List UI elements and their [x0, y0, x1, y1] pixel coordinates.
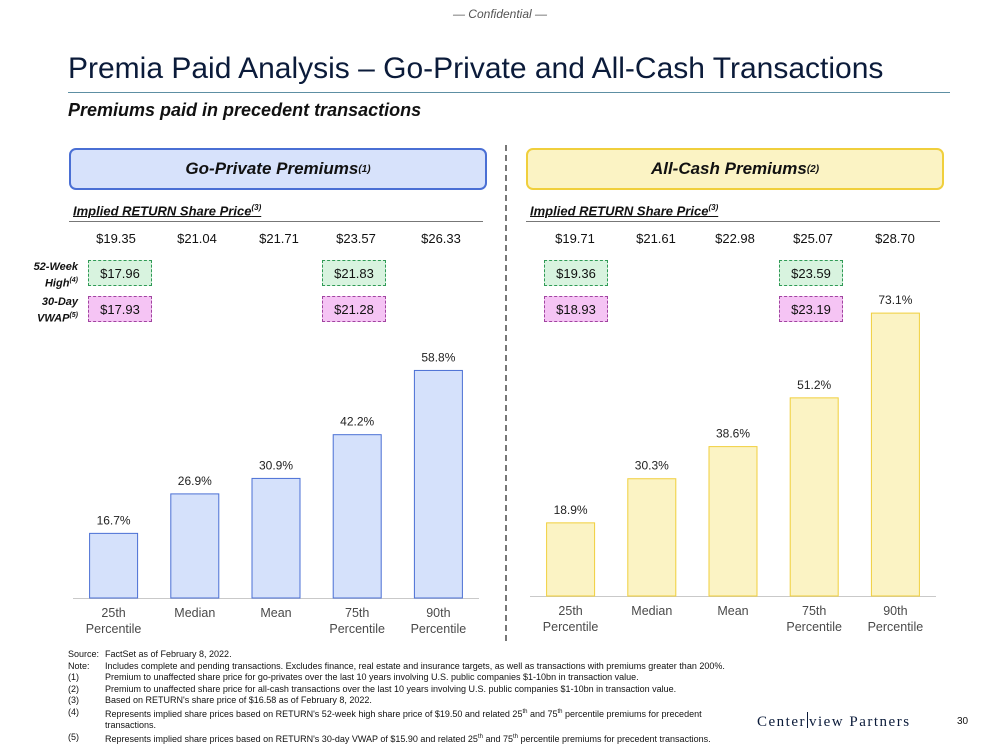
bar: [413, 369, 463, 599]
left-implied-price: $19.35: [96, 231, 136, 246]
footnotes: Source: FactSet as of February 8, 2022. N…: [68, 649, 768, 745]
left-implied-price: $21.71: [259, 231, 299, 246]
category-label: 25th: [101, 606, 125, 620]
logo-bar: [806, 712, 808, 728]
left-vwap-box: $17.93: [88, 296, 152, 322]
footnote-source: Source: FactSet as of February 8, 2022.: [68, 649, 232, 659]
left-implied-label-text: Implied RETURN Share Price: [73, 203, 252, 219]
page-subtitle: Premiums paid in precedent transactions: [68, 100, 422, 120]
footnote-1: (1) Premium to unaffected share price for…: [68, 672, 639, 682]
category-label: 90th: [426, 606, 450, 620]
category-label: Percentile: [786, 620, 842, 634]
bar-value-label: 18.9%: [554, 503, 588, 517]
category-label: Percentile: [411, 622, 467, 636]
category-label: Percentile: [329, 622, 385, 636]
category-label: 25th: [558, 604, 582, 618]
bar-value-label: 51.2%: [797, 378, 831, 392]
bar: [170, 493, 220, 599]
vwap-label-line2: VWAP: [37, 312, 70, 325]
bar-value-label: 42.2%: [340, 415, 374, 429]
title-rule: [68, 92, 950, 93]
bar: [546, 522, 596, 597]
all-cash-header-text: All-Cash Premiums: [650, 159, 807, 178]
vwap-row-label: 30-Day VWAP(5): [14, 296, 78, 326]
left-implied-label-note: (3): [251, 203, 262, 212]
page-number: 30: [957, 716, 969, 727]
right-week52-box: $23.59: [779, 260, 843, 286]
left-implied-label: Implied RETURN Share Price(3): [73, 203, 261, 218]
panel-divider: [505, 145, 507, 641]
category-label: Percentile: [868, 620, 924, 634]
bar-value-label: 73.1%: [878, 293, 912, 307]
category-label: Percentile: [86, 622, 142, 636]
right-vwap-box: $23.19: [779, 296, 843, 322]
bar: [251, 477, 301, 599]
bar-value-label: 30.9%: [259, 458, 293, 472]
left-week52-box: $21.83: [322, 260, 386, 286]
left-implied-price: $26.33: [421, 231, 461, 246]
right-week52-box: $19.36: [544, 260, 608, 286]
footnote-3: (3) Based on RETURN's share price of $16.…: [68, 695, 372, 705]
logo-right-text: view Partners: [808, 714, 911, 730]
go-private-header-note: (1): [358, 163, 371, 175]
right-implied-label-note: (3): [708, 203, 719, 212]
right-implied-rule: [526, 221, 940, 222]
bar: [627, 478, 677, 597]
right-vwap-box: $18.93: [544, 296, 608, 322]
right-implied-price: $22.98: [715, 231, 755, 246]
right-implied-price: $19.71: [555, 231, 595, 246]
category-label: 75th: [345, 606, 369, 620]
right-implied-label: Implied RETURN Share Price(3): [530, 203, 718, 218]
footnote-4: (4) Represents implied share prices based…: [68, 706, 702, 731]
left-vwap-box: $21.28: [322, 296, 386, 322]
left-week52-box: $17.96: [88, 260, 152, 286]
go-private-bar-chart: 16.7% 25th Percentile 26.9% Median 30.9% Mean 4…: [73, 350, 479, 636]
centerview-logo: Center view Partners: [757, 712, 911, 731]
bar: [870, 312, 920, 597]
category-label: Mean: [260, 606, 291, 620]
category-label: Median: [631, 604, 672, 618]
left-implied-price: $21.04: [177, 231, 217, 246]
page-title: Premia Paid Analysis – Go-Private and Al…: [68, 52, 884, 85]
bar-value-label: 26.9%: [178, 474, 212, 488]
week52-row-label: 52-Week High(4): [14, 261, 78, 291]
bar-value-label: 30.3%: [635, 459, 669, 473]
all-cash-header: All-Cash Premiums (2): [526, 148, 944, 190]
right-implied-price: $28.70: [875, 231, 915, 246]
week52-label-line1: 52-Week: [33, 261, 78, 273]
week52-label-note: (4): [69, 277, 78, 284]
footnote-5: (5) Represents implied share prices based…: [68, 731, 711, 744]
all-cash-bar-chart: 18.9% 25th Percentile 30.3% Median 38.6% Mean 5…: [530, 293, 936, 634]
go-private-header: Go-Private Premiums (1): [69, 148, 487, 190]
bar-value-label: 38.6%: [716, 427, 750, 441]
week52-label-line2: High: [44, 277, 70, 290]
bar-value-label: 16.7%: [97, 513, 131, 527]
category-label: 75th: [802, 604, 826, 618]
right-implied-price: $25.07: [793, 231, 833, 246]
footnote-note: Note: Includes complete and pending trans…: [68, 660, 725, 671]
bar: [708, 446, 758, 597]
bar: [789, 397, 839, 597]
go-private-header-text: Go-Private Premiums: [185, 159, 359, 178]
right-implied-label-text: Implied RETURN Share Price: [530, 203, 709, 219]
category-label: Mean: [717, 604, 748, 618]
confidential-label: — Confidential —: [452, 7, 548, 21]
bar: [332, 434, 382, 599]
left-implied-rule: [69, 221, 483, 222]
bar-value-label: 58.8%: [421, 350, 455, 364]
vwap-label-line1: 30-Day: [41, 296, 78, 308]
left-implied-price: $23.57: [336, 231, 376, 246]
vwap-label-note: (5): [69, 312, 78, 319]
bar: [89, 532, 139, 599]
category-label: Median: [174, 606, 215, 620]
category-label: Percentile: [543, 620, 599, 634]
all-cash-header-note: (2): [806, 163, 820, 175]
right-implied-price: $21.61: [636, 231, 676, 246]
category-label: 90th: [883, 604, 907, 618]
footnote-2: (2) Premium to unaffected share price for…: [68, 683, 677, 694]
logo-left-text: Center: [757, 714, 806, 730]
